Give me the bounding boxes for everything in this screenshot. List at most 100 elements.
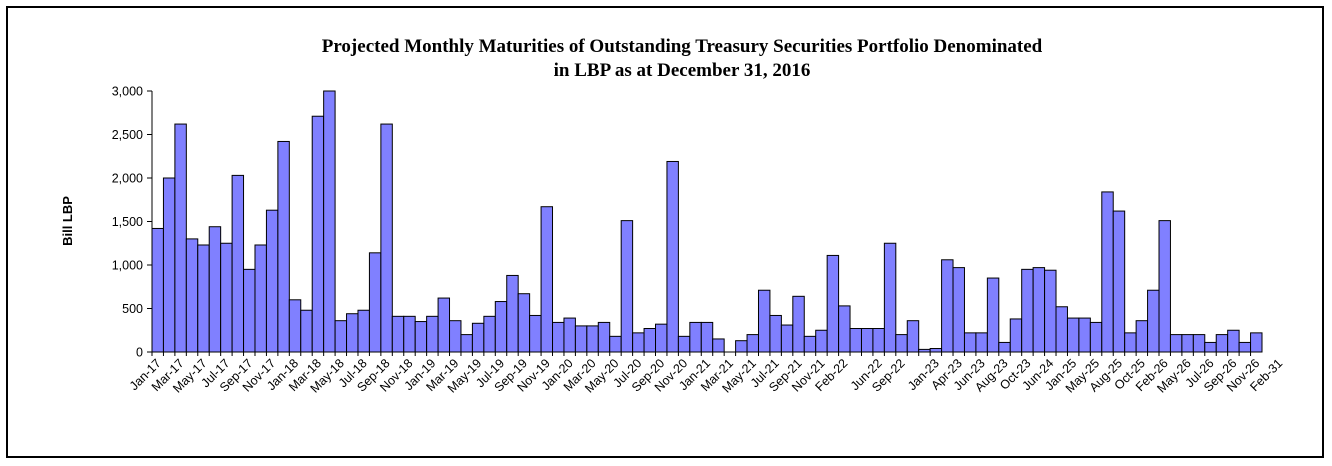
bar-Mar-26 (1169, 334, 1183, 353)
bar-Mar-20 (586, 325, 599, 353)
y-tick-label: 1,000 (112, 259, 143, 273)
chart-title-line-1: Projected Monthly Maturities of Outstand… (322, 36, 1043, 57)
bar-May-19 (471, 322, 485, 353)
bar-Apr-23 (952, 267, 965, 353)
bar-Dec-19 (552, 321, 565, 353)
bar-Jul-20 (632, 332, 645, 353)
bar-Aug-18 (368, 252, 382, 353)
bar-Jul-19 (494, 301, 508, 353)
bar-Sep-20 (655, 323, 668, 353)
bar-Apr-19 (460, 334, 473, 353)
bar-Jul-17 (220, 242, 233, 353)
bar-Mar-18 (311, 115, 325, 353)
bar-Nov-23 (1032, 267, 1046, 353)
bars-group (151, 90, 1263, 353)
bar-Jun-23 (975, 332, 988, 353)
bar-May-21 (746, 334, 759, 353)
bar-Jul-23 (986, 277, 1000, 353)
bar-Mar-17 (174, 123, 187, 353)
y-tick-label: 0 (136, 346, 143, 360)
bar-Nov-17 (265, 209, 279, 353)
bar-Feb-21 (712, 338, 725, 353)
bar-Oct-25 (1135, 320, 1149, 353)
y-tick-label: 500 (122, 302, 143, 316)
bar-Oct-23 (1021, 268, 1034, 353)
y-axis: 0 500 1,000 1,500 2,000 2,500 3,000 (112, 85, 153, 360)
bar-Oct-21 (803, 335, 817, 353)
bar-Jan-19 (426, 315, 439, 353)
bar-Apr-21 (735, 340, 748, 353)
y-tick-label: 3,000 (112, 85, 143, 99)
bar-Sep-21 (792, 295, 805, 353)
bar-Oct-19 (529, 314, 542, 353)
bar-Jun-22 (872, 328, 885, 353)
bar-Jan-21 (700, 321, 714, 353)
y-tick-label: 2,500 (112, 128, 143, 142)
bar-Aug-26 (1215, 334, 1229, 353)
bar-Nov-19 (540, 206, 554, 353)
bar-Jun-18 (346, 313, 359, 353)
y-tick-label: 1,500 (112, 215, 143, 229)
bar-Apr-22 (860, 328, 874, 353)
x-axis: Jan-17Mar-17May-17Jul-17Sep-17Nov-17Jan-… (127, 351, 1285, 396)
bar-Jun-26 (1192, 334, 1206, 353)
bar-Aug-19 (506, 274, 519, 353)
bar-May-26 (1181, 334, 1194, 353)
bar-Mar-19 (449, 320, 462, 353)
bar-Oct-17 (254, 244, 267, 353)
bar-Sep-19 (517, 293, 531, 353)
bar-Mar-22 (849, 328, 862, 353)
bar-Aug-25 (1112, 210, 1126, 353)
bar-Nov-18 (403, 315, 416, 353)
bar-Sep-18 (380, 123, 393, 353)
bar-May-20 (609, 335, 622, 353)
bar-Feb-22 (838, 305, 851, 353)
bar-Aug-17 (231, 174, 245, 353)
bar-Feb-19 (437, 297, 451, 353)
bar-May-25 (1089, 321, 1103, 353)
bar-May-23 (963, 332, 977, 353)
bar-May-18 (334, 320, 348, 353)
bar-Nov-20 (677, 335, 691, 353)
bar-Jun-24 (1044, 269, 1057, 353)
bar-Apr-17 (185, 238, 199, 353)
bar-Aug-20 (643, 328, 656, 353)
bar-Jan-23 (929, 348, 943, 353)
bar-Sep-26 (1227, 329, 1240, 353)
bar-Feb-23 (941, 259, 954, 353)
bar-Jul-21 (769, 314, 782, 353)
bar-Jul-18 (357, 309, 370, 353)
bar-Aug-23 (998, 341, 1011, 353)
bar-Jul-26 (1204, 341, 1217, 353)
bar-Jun-21 (757, 289, 771, 353)
bar-Nov-26 (1250, 332, 1263, 353)
chart-title-line-2: in LBP as at December 31, 2016 (554, 60, 811, 81)
bar-Sep-25 (1124, 332, 1137, 353)
bar-Dec-17 (277, 140, 290, 353)
bar-Apr-20 (597, 321, 611, 353)
bar-Sep-23 (1009, 318, 1023, 353)
bar-Sep-17 (243, 268, 256, 353)
bar-Nov-25 (1147, 289, 1160, 353)
bar-Feb-18 (300, 309, 313, 353)
bar-Jan-25 (1066, 317, 1080, 353)
bar-Oct-20 (666, 160, 679, 353)
bar-Oct-24 (1055, 306, 1068, 353)
bar-Dec-21 (826, 254, 840, 353)
bar-Feb-25 (1078, 317, 1091, 353)
bar-Feb-20 (574, 325, 588, 353)
bar-Jun-19 (483, 315, 496, 353)
bar-Dec-20 (689, 321, 702, 353)
bar-Jun-25 (1101, 191, 1114, 353)
chart-frame (6, 6, 1324, 458)
bar-Feb-26 (1158, 220, 1171, 353)
bar-Jul-22 (883, 242, 897, 353)
bar-Jun-20 (620, 220, 634, 353)
bar-May-17 (197, 244, 210, 353)
bar-Nov-21 (815, 329, 828, 353)
bar-Oct-22 (906, 320, 920, 353)
bar-Jan-18 (288, 299, 302, 353)
bar-Apr-18 (323, 90, 336, 353)
y-tick-label: 2,000 (112, 172, 143, 186)
bar-Jan-20 (563, 317, 576, 353)
